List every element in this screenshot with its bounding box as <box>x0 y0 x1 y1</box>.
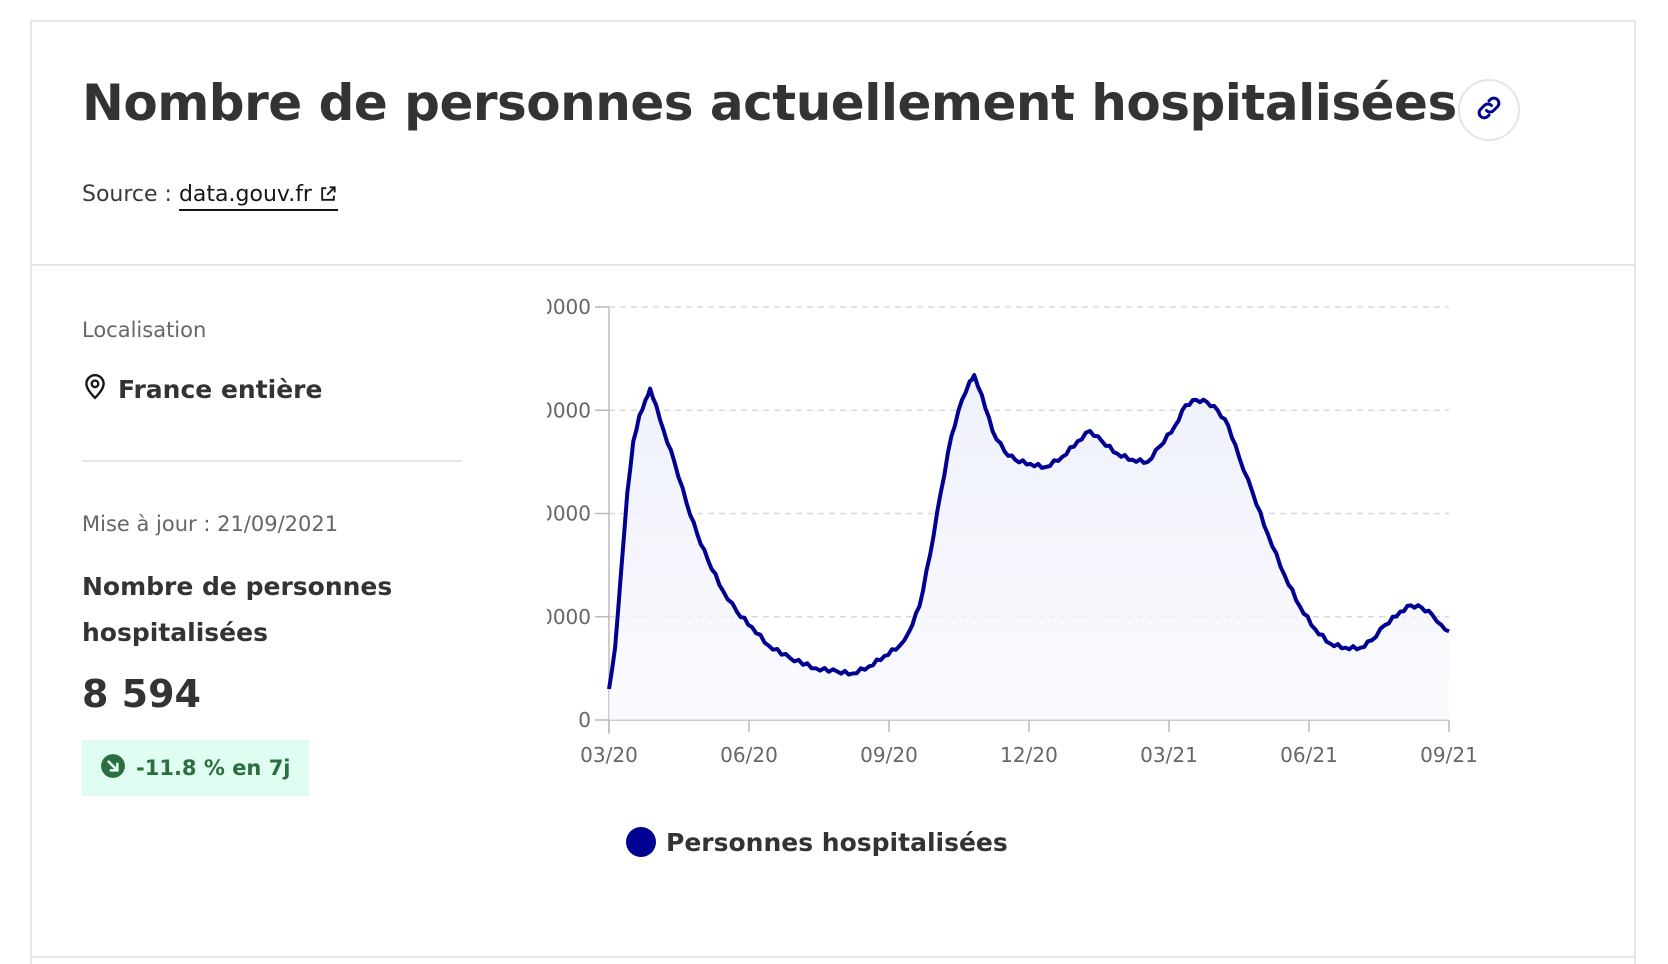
location-selector[interactable]: France entière <box>82 372 322 406</box>
location-label: Localisation <box>82 318 207 342</box>
chart: 0 10000 20000 30000 40000 03/20 06/20 09/20 12/2… <box>527 292 1647 892</box>
source-link-text: data.gouv.fr <box>178 182 312 207</box>
y-tick-label: 40000 <box>547 295 591 319</box>
x-tick-label: 09/21 <box>1420 743 1478 767</box>
source-prefix: Source : <box>82 182 179 207</box>
y-tick-label: 30000 <box>547 398 591 422</box>
y-tick-label: 0 <box>578 708 591 732</box>
arrow-down-right-icon <box>100 753 126 784</box>
x-tick-label: 09/20 <box>860 743 918 767</box>
y-tick-label: 20000 <box>547 502 591 526</box>
card-header: Nombre de personnes actuellement hospita… <box>32 22 1634 266</box>
divider <box>32 956 1634 958</box>
update-date: Mise à jour : 21/09/2021 <box>82 512 339 536</box>
metric-value: 8 594 <box>82 672 201 716</box>
metric-label: Nombre de personnes hospitalisées <box>82 572 393 647</box>
indicator-card: Nombre de personnes actuellement hospita… <box>30 20 1636 964</box>
page-title: Nombre de personnes actuellement hospita… <box>82 74 1457 132</box>
legend-marker <box>626 827 656 857</box>
y-tick-label: 10000 <box>547 605 591 629</box>
chart-svg: 0 10000 20000 30000 40000 03/20 06/20 09/20 12/2… <box>527 295 1478 857</box>
trend-badge: -11.8 % en 7j <box>82 740 309 796</box>
external-link-icon <box>312 182 338 207</box>
x-tick-label: 03/21 <box>1140 743 1198 767</box>
permalink-button[interactable] <box>1458 79 1520 141</box>
location-pin-icon <box>82 372 108 406</box>
x-tick-label: 06/20 <box>720 743 778 767</box>
source-line: Source : data.gouv.fr <box>82 182 338 211</box>
x-tick-label: 03/20 <box>580 743 638 767</box>
x-tick-label: 06/21 <box>1280 743 1338 767</box>
series-area <box>609 375 1449 720</box>
legend-label: Personnes hospitalisées <box>666 828 1008 857</box>
source-link[interactable]: data.gouv.fr <box>178 182 338 211</box>
series-line <box>607 373 1450 690</box>
link-icon <box>1474 93 1504 127</box>
trend-text: -11.8 % en 7j <box>136 756 291 780</box>
location-value: France entière <box>118 374 323 404</box>
divider <box>82 460 462 462</box>
x-tick-label: 12/20 <box>1000 743 1058 767</box>
